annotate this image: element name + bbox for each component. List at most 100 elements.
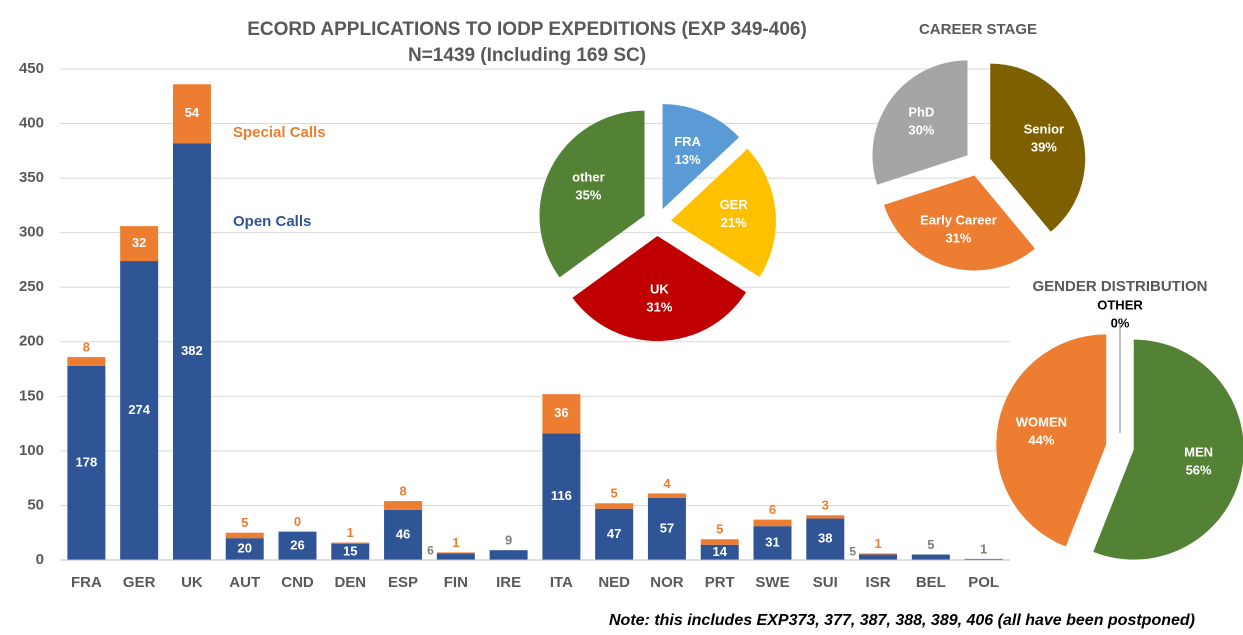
bar-segment [647,493,686,498]
x-tick-label: ISR [866,574,891,591]
pie-slice [872,60,968,185]
y-tick-label: 400 [19,115,44,132]
data-label: 20 [237,541,251,556]
pie-slice [990,63,1086,232]
x-tick-label: SWE [755,574,789,591]
legend-label: Open Calls [233,213,311,230]
bar-segment [278,531,317,560]
y-tick-label: 150 [19,387,44,404]
pie-label-value: 30% [908,122,934,137]
bar-segment [542,433,581,560]
data-label: 5 [927,537,934,552]
data-label: 57 [660,520,674,535]
bar-segment [595,508,634,560]
data-label: 5 [849,545,856,559]
data-label: 1 [452,535,459,550]
pie-label-name: MEN [1184,444,1213,459]
bar-segment [172,143,211,560]
y-tick-label: 250 [19,278,44,295]
data-label: 54 [185,105,200,120]
pie-label-value: 39% [1031,140,1057,155]
data-label: 1 [874,536,881,551]
chart-title: ECORD APPLICATIONS TO IODP EXPEDITIONS (… [247,19,807,40]
bar-segment [436,553,475,560]
y-tick-label: 0 [36,551,44,568]
bar-segment [542,394,581,434]
data-label: 178 [76,454,98,469]
bar-segment [753,526,792,560]
pie-label-value: 21% [721,215,747,230]
bar-segment [384,501,423,510]
x-tick-label: POL [968,574,999,591]
data-label: 32 [132,235,146,250]
bar-segment [964,558,1003,560]
pie-slice [670,148,776,277]
data-label: 8 [83,339,90,354]
pie-label-value: 44% [1028,432,1054,447]
pie-label-name: FRA [674,134,701,149]
pie-label-name: Senior [1024,122,1064,137]
pie-label-name: PhD [908,104,934,119]
bar-segment [700,544,739,560]
data-label: 9 [505,533,512,548]
bar-segment [172,84,211,144]
pie-label-value: 56% [1186,462,1212,477]
y-tick-label: 300 [19,224,44,241]
pie-title: GENDER DISTRIBUTION [1032,278,1207,295]
data-label: 6 [427,544,434,558]
bar-segment [225,532,264,539]
bar-segment [753,519,792,527]
x-tick-label: CND [281,574,314,591]
pie-slice [662,104,740,210]
x-tick-label: NED [598,574,630,591]
x-tick-label: ESP [388,574,418,591]
y-tick-label: 350 [19,169,44,186]
data-label: 274 [128,402,150,417]
x-tick-label: PRT [705,574,735,591]
data-label: 14 [712,544,727,559]
data-label: 36 [554,405,568,420]
bar-segment [859,553,898,555]
x-tick-label: BEL [916,574,946,591]
data-label: 116 [551,488,572,503]
pie-label-value: 35% [575,187,601,202]
x-tick-label: AUT [229,574,260,591]
data-label: 1 [980,541,987,556]
pie-label-name: GER [720,197,749,212]
pie-title: CAREER STAGE [919,21,1037,38]
legend-label: Special Calls [233,124,326,141]
bar-segment [806,518,845,560]
data-label: 31 [765,535,779,550]
bar-segment [67,365,106,560]
pie-label-name: WOMEN [1016,414,1067,429]
pie-slice [572,235,747,341]
pie-slice [884,175,1035,271]
pie-label-name: OTHER [1097,297,1143,312]
chart-subtitle: N=1439 (Including 169 SC) [408,45,646,66]
bar-segment [806,515,845,519]
data-label: 6 [769,502,776,517]
x-tick-label: ITA [550,574,573,591]
y-tick-label: 450 [19,60,44,77]
pie-label-value: 13% [675,152,701,167]
data-label: 4 [663,476,671,491]
x-tick-label: FIN [444,574,468,591]
data-label: 47 [607,526,621,541]
data-label: 5 [241,515,248,530]
bar-segment [489,550,528,560]
data-label: 8 [399,484,406,499]
bar-segment [384,509,423,560]
data-label: 5 [611,486,618,501]
bar-segment [436,552,475,554]
data-label: 46 [396,526,410,541]
note: Note: this includes EXP373, 377, 387, 38… [609,612,1195,629]
data-label: 15 [343,543,357,558]
data-label: 5 [716,522,723,537]
bar-segment [859,554,898,560]
data-label: 26 [290,537,304,552]
pie-label-value: 0% [1111,315,1130,330]
pie-label-name: UK [650,281,669,296]
pie-slice [1093,339,1243,560]
bar-segment [647,497,686,560]
data-label: 38 [818,531,832,546]
